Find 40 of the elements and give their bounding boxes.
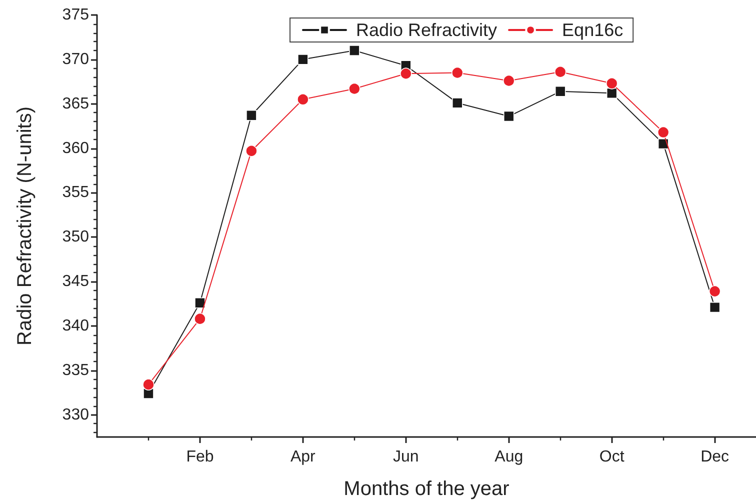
point [298, 54, 308, 65]
x-tick-label: Dec [700, 448, 730, 466]
point [606, 78, 618, 90]
point [502, 74, 515, 87]
legend-label: Eqn16c [562, 20, 624, 40]
y-tick-label: 375 [62, 6, 90, 24]
point [503, 110, 514, 122]
point [452, 66, 464, 79]
point [400, 68, 412, 80]
y-tick-label: 335 [62, 362, 90, 379]
y-axis-title: Radio Refractivity (N-units) [14, 106, 36, 346]
y-tick-label: 345 [62, 273, 90, 290]
point [194, 312, 206, 325]
point [348, 82, 360, 95]
y-tick-label: 365 [62, 95, 90, 112]
x-tick-label: Feb [186, 448, 214, 466]
y-tick-label: 340 [62, 317, 90, 334]
y-tick-label: 360 [62, 140, 90, 157]
point [349, 45, 360, 56]
point [657, 126, 670, 138]
point [194, 297, 206, 308]
x-tick-label: Oct [599, 448, 625, 466]
x-tick-label: Aug [494, 448, 524, 466]
point [246, 145, 258, 157]
legend-label: Radio Refractivity [356, 20, 498, 40]
x-tick-label: Apr [290, 448, 316, 466]
point [246, 110, 257, 121]
point [708, 285, 721, 298]
point [554, 66, 566, 78]
point [452, 98, 463, 108]
point [554, 86, 566, 97]
point [142, 378, 154, 390]
point [297, 94, 309, 106]
x-axis-title: Months of the year [344, 478, 510, 500]
y-tick-label: 330 [62, 406, 90, 424]
y-tick-label: 355 [62, 184, 90, 202]
y-tick-label: 370 [62, 50, 90, 68]
point [709, 302, 720, 313]
x-tick-label: Jun [393, 448, 419, 466]
y-tick-label: 350 [62, 228, 90, 246]
